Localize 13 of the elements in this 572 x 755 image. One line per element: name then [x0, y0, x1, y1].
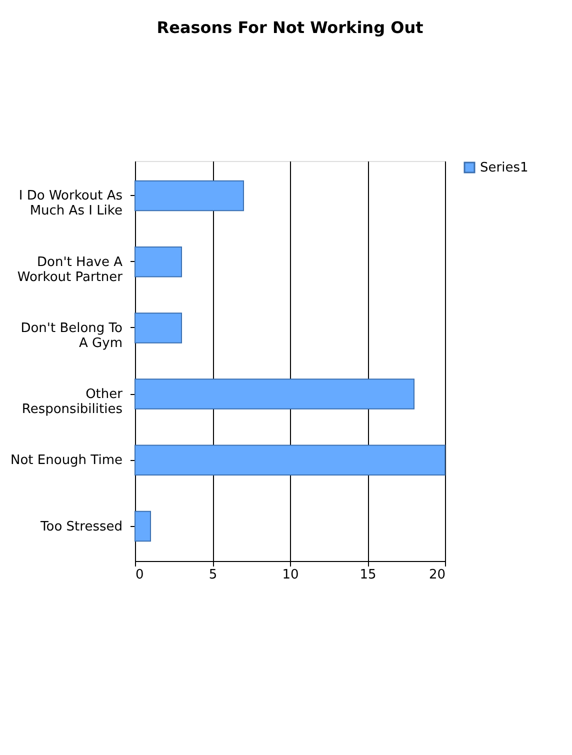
legend-label: Series1: [480, 160, 528, 176]
x-tick-label: 10: [282, 568, 299, 582]
x-tick-label: 5: [208, 568, 218, 582]
y-tick-label: Don't Have A Workout Partner: [17, 254, 124, 285]
y-tick-label: Not Enough Time: [10, 453, 122, 468]
chart-title: Reasons For Not Working Out: [156, 18, 424, 37]
x-tick-label: 20: [428, 568, 446, 582]
y-tick-label: Don't Belong To A Gym: [20, 320, 123, 351]
y-tick-label: Too Stressed: [40, 519, 122, 534]
y-tick-label: I Do Workout As Much As I Like: [18, 188, 123, 219]
x-tick-label: 0: [136, 568, 144, 582]
x-tick-label: 15: [360, 568, 376, 582]
y-tick-label: Other Responsibilities: [22, 387, 124, 418]
